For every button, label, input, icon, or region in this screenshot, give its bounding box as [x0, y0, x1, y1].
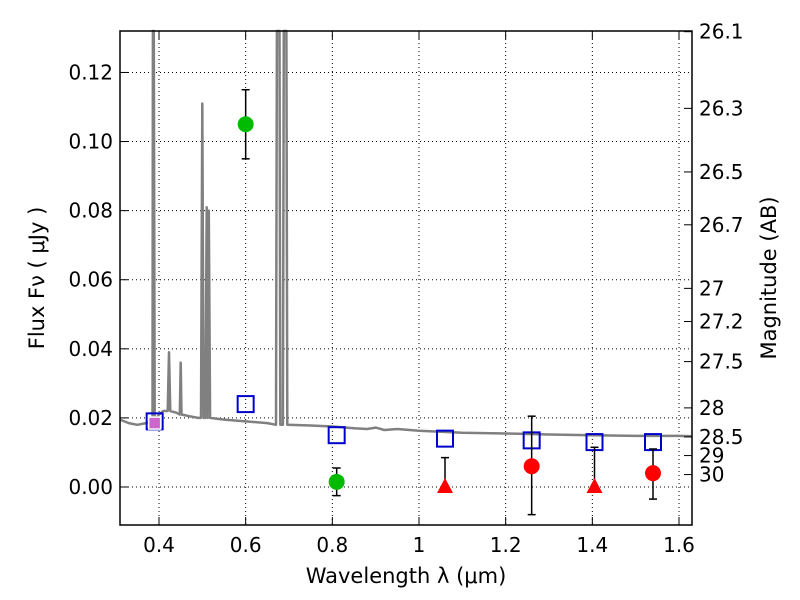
detection-marker: [237, 116, 254, 133]
x-tick-label: 1.6: [663, 533, 695, 557]
x-tick-label: 0.4: [143, 533, 175, 557]
detection-marker: [645, 465, 661, 482]
x-tick-label: 0.6: [230, 533, 262, 557]
upper-limit-marker: [437, 478, 453, 493]
right-tick-label: 26.3: [699, 96, 744, 120]
right-tick-label: 27.2: [699, 310, 744, 334]
right-tick-label: 28: [699, 396, 724, 420]
x-tick-label: 1: [413, 533, 426, 557]
right-tick-label: 26.5: [699, 160, 744, 184]
detection-marker: [523, 458, 540, 475]
right-tick-label: 26.1: [699, 20, 744, 44]
y-tick-label: 0.08: [68, 199, 113, 223]
spectrum-line: [119, 29, 693, 438]
y-tick-label: 0.02: [68, 406, 113, 430]
x-tick-label: 1.2: [490, 533, 522, 557]
right-tick-label: 27.5: [699, 350, 744, 374]
y-tick-label: 0.10: [68, 130, 113, 154]
x-tick-label: 1.4: [576, 533, 608, 557]
model-square-marker: [236, 395, 255, 414]
series-layer: [119, 29, 693, 516]
purple-marker: [147, 416, 162, 430]
right-tick-label: 26.7: [699, 213, 744, 237]
plot-frame: [119, 30, 693, 526]
right-tick-label: 28.5: [699, 425, 744, 449]
model-square-marker: [327, 426, 346, 445]
right-tick-label: 29: [699, 444, 724, 468]
y-tick-label: 0.00: [68, 475, 113, 499]
y-tick-label: 0.06: [68, 268, 113, 292]
y-tick-label: 0.04: [68, 337, 113, 361]
y-tick-label: 0.12: [68, 60, 113, 84]
x-tick-label: 0.8: [316, 533, 348, 557]
right-tick-label: 30: [699, 463, 724, 487]
tick-layer: 0.4 0.6 0.8 1 1.2 1.4 1.6 0.00 0.02 0.04 0.06 0.08 0…: [68, 20, 743, 557]
model-square-marker: [436, 429, 454, 448]
detection-marker: [328, 473, 345, 490]
y-axis-label: Flux Fν ( μJy ): [25, 207, 49, 350]
upper-limit-marker: [586, 478, 603, 493]
right-tick-label: 27: [699, 276, 724, 300]
y-axis-right-label: Magnitude (AB): [757, 196, 781, 359]
x-axis-label: Wavelength λ (μm): [306, 564, 507, 588]
